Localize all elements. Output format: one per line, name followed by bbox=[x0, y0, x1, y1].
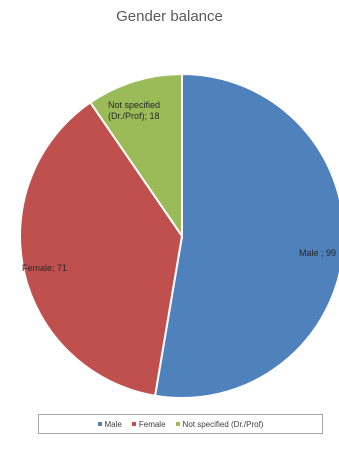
legend: Male Female Not specified (Dr./Prof) bbox=[38, 414, 323, 434]
legend-item-male: Male bbox=[97, 419, 122, 429]
legend-label-not-specified: Not specified (Dr./Prof) bbox=[182, 419, 264, 429]
pie-slices bbox=[19, 72, 339, 399]
pie-slice-male bbox=[153, 72, 339, 399]
legend-item-female: Female bbox=[131, 419, 166, 429]
data-label-female: Female; 71 bbox=[22, 263, 67, 273]
data-label-not-specified: Not specified (Dr./Prof); 18 bbox=[108, 100, 160, 121]
legend-swatch-female bbox=[131, 422, 136, 426]
legend-label-male: Male bbox=[104, 419, 122, 429]
data-label-male: Male ; 99 bbox=[299, 248, 336, 258]
pie-slice-female bbox=[19, 101, 184, 397]
chart-title: Gender balance bbox=[116, 8, 223, 25]
legend-swatch-not-specified bbox=[175, 422, 180, 426]
legend-swatch-male bbox=[97, 422, 102, 426]
pie-slice-not-specified bbox=[88, 72, 183, 240]
pie-data-labels: Male ; 99 Female; 71 Not specified (Dr./Pro… bbox=[22, 100, 336, 273]
legend-label-female: Female bbox=[138, 419, 166, 429]
legend-item-not-specified: Not specified (Dr./Prof) bbox=[175, 419, 264, 429]
